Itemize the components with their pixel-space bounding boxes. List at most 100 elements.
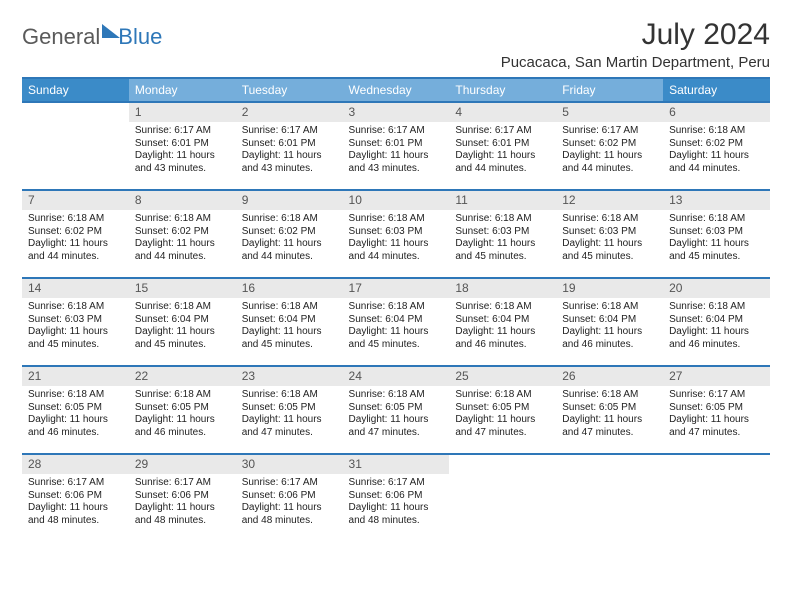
sunrise-line: Sunrise: 6:18 AM (135, 301, 230, 314)
sunset-line: Sunset: 6:05 PM (562, 402, 657, 415)
day-content: Sunrise: 6:18 AMSunset: 6:05 PMDaylight:… (556, 386, 663, 443)
sunset-line: Sunset: 6:04 PM (135, 314, 230, 327)
day-header: Saturday (663, 78, 770, 102)
sunrise-line: Sunrise: 6:18 AM (562, 213, 657, 226)
day-number: 27 (663, 367, 770, 386)
day-number: 2 (236, 103, 343, 122)
daylight-line: Daylight: 11 hours and 43 minutes. (242, 150, 337, 175)
day-number: 3 (343, 103, 450, 122)
sunset-line: Sunset: 6:01 PM (349, 138, 444, 151)
sunset-line: Sunset: 6:03 PM (28, 314, 123, 327)
day-number: 18 (449, 279, 556, 298)
calendar-cell: 29Sunrise: 6:17 AMSunset: 6:06 PMDayligh… (129, 454, 236, 542)
daylight-line: Daylight: 11 hours and 48 minutes. (242, 502, 337, 527)
sunset-line: Sunset: 6:05 PM (669, 402, 764, 415)
sunrise-line: Sunrise: 6:18 AM (28, 213, 123, 226)
daylight-line: Daylight: 11 hours and 45 minutes. (562, 238, 657, 263)
day-content: Sunrise: 6:17 AMSunset: 6:02 PMDaylight:… (556, 122, 663, 179)
sunrise-line: Sunrise: 6:17 AM (349, 477, 444, 490)
day-header: Wednesday (343, 78, 450, 102)
day-number: 19 (556, 279, 663, 298)
calendar-cell: 21Sunrise: 6:18 AMSunset: 6:05 PMDayligh… (22, 366, 129, 454)
day-content: Sunrise: 6:17 AMSunset: 6:06 PMDaylight:… (22, 474, 129, 531)
day-content: Sunrise: 6:17 AMSunset: 6:06 PMDaylight:… (236, 474, 343, 531)
sunset-line: Sunset: 6:04 PM (242, 314, 337, 327)
daylight-line: Daylight: 11 hours and 46 minutes. (455, 326, 550, 351)
day-content: Sunrise: 6:18 AMSunset: 6:05 PMDaylight:… (22, 386, 129, 443)
calendar-cell: 3 Sunrise: 6:17 AMSunset: 6:01 PMDaylight… (343, 102, 450, 190)
day-content: Sunrise: 6:17 AMSunset: 6:01 PMDaylight:… (236, 122, 343, 179)
daylight-line: Daylight: 11 hours and 47 minutes. (455, 414, 550, 439)
day-content: Sunrise: 6:18 AMSunset: 6:05 PMDaylight:… (343, 386, 450, 443)
daylight-line: Daylight: 11 hours and 46 minutes. (562, 326, 657, 351)
day-content: Sunrise: 6:18 AMSunset: 6:05 PMDaylight:… (236, 386, 343, 443)
calendar-cell: 0 (556, 454, 663, 542)
day-content: Sunrise: 6:18 AMSunset: 6:04 PMDaylight:… (129, 298, 236, 355)
sunset-line: Sunset: 6:01 PM (135, 138, 230, 151)
day-content: Sunrise: 6:18 AMSunset: 6:02 PMDaylight:… (236, 210, 343, 267)
day-number: 1 (129, 103, 236, 122)
calendar-cell: 0 (22, 102, 129, 190)
sunrise-line: Sunrise: 6:17 AM (455, 125, 550, 138)
calendar-table: SundayMondayTuesdayWednesdayThursdayFrid… (22, 77, 770, 542)
daylight-line: Daylight: 11 hours and 47 minutes. (242, 414, 337, 439)
day-content: Sunrise: 6:18 AMSunset: 6:03 PMDaylight:… (556, 210, 663, 267)
daylight-line: Daylight: 11 hours and 46 minutes. (28, 414, 123, 439)
sunset-line: Sunset: 6:06 PM (135, 490, 230, 503)
day-content: Sunrise: 6:18 AMSunset: 6:04 PMDaylight:… (449, 298, 556, 355)
daylight-line: Daylight: 11 hours and 48 minutes. (28, 502, 123, 527)
day-content: Sunrise: 6:18 AMSunset: 6:05 PMDaylight:… (129, 386, 236, 443)
day-content: Sunrise: 6:17 AMSunset: 6:06 PMDaylight:… (343, 474, 450, 531)
day-number: 16 (236, 279, 343, 298)
sunrise-line: Sunrise: 6:18 AM (135, 213, 230, 226)
day-number: 4 (449, 103, 556, 122)
daylight-line: Daylight: 11 hours and 43 minutes. (349, 150, 444, 175)
calendar-row: 21Sunrise: 6:18 AMSunset: 6:05 PMDayligh… (22, 366, 770, 454)
daylight-line: Daylight: 11 hours and 44 minutes. (242, 238, 337, 263)
calendar-cell: 27Sunrise: 6:17 AMSunset: 6:05 PMDayligh… (663, 366, 770, 454)
sunrise-line: Sunrise: 6:17 AM (135, 477, 230, 490)
sunset-line: Sunset: 6:02 PM (28, 226, 123, 239)
sunrise-line: Sunrise: 6:18 AM (562, 389, 657, 402)
sunrise-line: Sunrise: 6:18 AM (669, 301, 764, 314)
calendar-body: 01Sunrise: 6:17 AMSunset: 6:01 PMDayligh… (22, 102, 770, 542)
daylight-line: Daylight: 11 hours and 46 minutes. (135, 414, 230, 439)
sunrise-line: Sunrise: 6:18 AM (669, 213, 764, 226)
logo-text-2: Blue (118, 24, 162, 50)
day-header: Thursday (449, 78, 556, 102)
day-content: Sunrise: 6:18 AMSunset: 6:03 PMDaylight:… (343, 210, 450, 267)
sunset-line: Sunset: 6:04 PM (562, 314, 657, 327)
calendar-cell: 5Sunrise: 6:17 AMSunset: 6:02 PMDaylight… (556, 102, 663, 190)
header: General Blue July 2024 Pucacaca, San Mar… (22, 18, 770, 71)
calendar-cell: 19Sunrise: 6:18 AMSunset: 6:04 PMDayligh… (556, 278, 663, 366)
day-content: Sunrise: 6:18 AMSunset: 6:03 PMDaylight:… (449, 210, 556, 267)
calendar-cell: 2Sunrise: 6:17 AMSunset: 6:01 PMDaylight… (236, 102, 343, 190)
calendar-cell: 6Sunrise: 6:18 AMSunset: 6:02 PMDaylight… (663, 102, 770, 190)
day-number: 22 (129, 367, 236, 386)
daylight-line: Daylight: 11 hours and 44 minutes. (28, 238, 123, 263)
day-content: Sunrise: 6:17 AMSunset: 6:05 PMDaylight:… (663, 386, 770, 443)
day-number: 20 (663, 279, 770, 298)
day-number: 25 (449, 367, 556, 386)
day-number: 26 (556, 367, 663, 386)
day-number: 21 (22, 367, 129, 386)
calendar-cell: 30Sunrise: 6:17 AMSunset: 6:06 PMDayligh… (236, 454, 343, 542)
sunrise-line: Sunrise: 6:17 AM (562, 125, 657, 138)
sunrise-line: Sunrise: 6:18 AM (135, 389, 230, 402)
sunset-line: Sunset: 6:06 PM (242, 490, 337, 503)
logo-triangle-icon (102, 24, 120, 38)
sunset-line: Sunset: 6:05 PM (135, 402, 230, 415)
sunrise-line: Sunrise: 6:17 AM (349, 125, 444, 138)
calendar-cell: 31Sunrise: 6:17 AMSunset: 6:06 PMDayligh… (343, 454, 450, 542)
calendar-cell: 4Sunrise: 6:17 AMSunset: 6:01 PMDaylight… (449, 102, 556, 190)
sunset-line: Sunset: 6:05 PM (455, 402, 550, 415)
sunset-line: Sunset: 6:06 PM (349, 490, 444, 503)
calendar-row: 7Sunrise: 6:18 AMSunset: 6:02 PMDaylight… (22, 190, 770, 278)
day-number: 23 (236, 367, 343, 386)
day-content: Sunrise: 6:17 AMSunset: 6:06 PMDaylight:… (129, 474, 236, 531)
sunrise-line: Sunrise: 6:18 AM (349, 389, 444, 402)
calendar-cell: 0 (449, 454, 556, 542)
daylight-line: Daylight: 11 hours and 47 minutes. (669, 414, 764, 439)
calendar-cell: 9Sunrise: 6:18 AMSunset: 6:02 PMDaylight… (236, 190, 343, 278)
location: Pucacaca, San Martin Department, Peru (501, 54, 770, 71)
